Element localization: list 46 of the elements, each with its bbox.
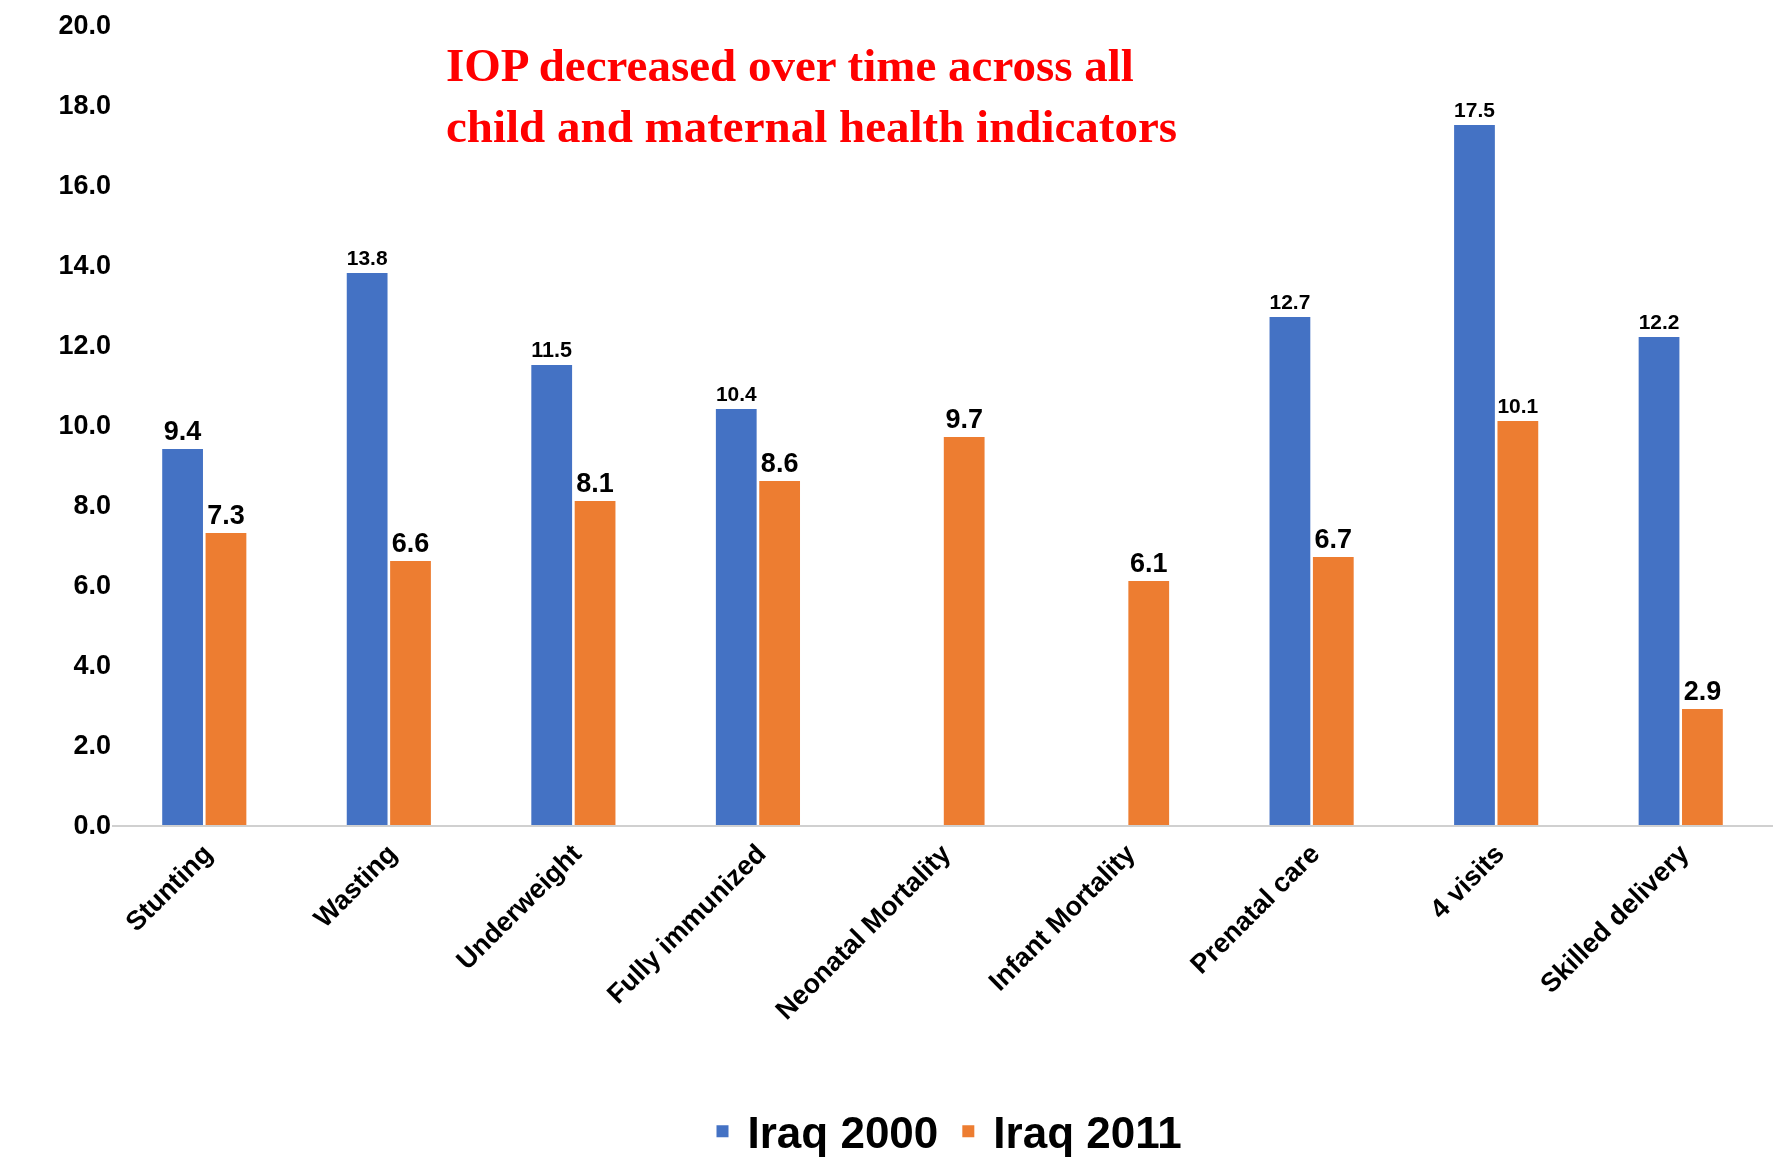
bar xyxy=(346,273,388,825)
data-label: 9.7 xyxy=(945,404,983,434)
y-tick-label: 4.0 xyxy=(73,650,111,681)
data-label: 6.6 xyxy=(391,528,430,558)
bar xyxy=(1312,557,1354,825)
bar xyxy=(1497,421,1539,825)
data-label: 10.1 xyxy=(1497,394,1539,418)
data-label: 6.7 xyxy=(1314,524,1353,554)
y-tick-label: 16.0 xyxy=(58,170,111,201)
data-label: 8.1 xyxy=(576,468,614,498)
data-label: 9.4 xyxy=(163,416,202,446)
y-tick-label: 10.0 xyxy=(58,410,111,441)
bar xyxy=(574,501,616,825)
bar xyxy=(943,437,985,825)
bar xyxy=(1682,709,1723,825)
y-tick-label: 8.0 xyxy=(73,490,111,521)
data-label: 6.1 xyxy=(1129,548,1168,578)
data-label: 2.9 xyxy=(1683,676,1722,706)
data-label: 7.3 xyxy=(207,500,245,530)
y-tick-label: 6.0 xyxy=(73,570,111,601)
data-label: 11.5 xyxy=(531,337,573,363)
legend-label: Iraq 2000 xyxy=(747,1108,939,1158)
annotation: IOP decreased over time across all child and maternal health indicators xyxy=(446,39,1178,153)
bar xyxy=(531,365,573,825)
y-tick-label: 0.0 xyxy=(73,810,111,841)
legend-label: Iraq 2011 xyxy=(993,1108,1182,1158)
bar xyxy=(1269,317,1311,825)
y-tick-label: 12.0 xyxy=(58,330,111,361)
data-label: 13.8 xyxy=(346,246,388,270)
data-label: 8.6 xyxy=(760,448,799,478)
data-label: 17.5 xyxy=(1454,98,1496,122)
bar xyxy=(162,449,203,825)
y-tick-label: 2.0 xyxy=(73,730,111,761)
data-label: 10.4 xyxy=(715,382,757,406)
bar xyxy=(1454,125,1495,825)
bar xyxy=(715,409,757,825)
data-label: 12.2 xyxy=(1638,310,1680,334)
y-tick-label: 14.0 xyxy=(58,250,111,281)
bar xyxy=(390,561,431,825)
data-label: 12.7 xyxy=(1269,290,1311,314)
y-tick-label: 18.0 xyxy=(58,90,111,121)
bar xyxy=(205,533,247,825)
bar xyxy=(1638,337,1680,825)
bar xyxy=(1128,581,1170,825)
y-tick-label: 20.0 xyxy=(58,10,111,41)
bar xyxy=(759,481,801,825)
